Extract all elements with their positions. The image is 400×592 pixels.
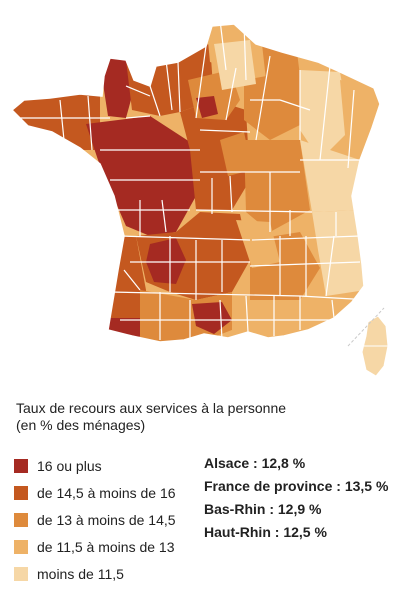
legend-label: 16 ou plus [37,457,102,474]
stat-alsace: Alsace : 12,8 % [204,455,306,471]
legend-swatch [14,458,28,473]
legend-item: de 11,5 à moins de 13 [14,533,176,560]
legend-title: Taux de recours aux services à la person… [16,400,316,434]
legend-label: de 14,5 à moins de 16 [37,484,176,501]
stat-bas-rhin: Bas-Rhin : 12,9 % [204,501,322,517]
legend-title-line2: (en % des ménages) [16,417,146,433]
legend: 16 ou plus de 14,5 à moins de 16 de 13 à… [14,452,176,587]
legend-swatch [14,566,28,581]
legend-swatch [14,485,28,500]
stats-block: Alsace : 12,8 % France de province : 13,… [204,453,388,545]
legend-item: moins de 11,5 [14,560,176,587]
legend-label: de 11,5 à moins de 13 [37,538,175,555]
corsica [361,315,389,377]
legend-label: moins de 11,5 [37,565,124,582]
legend-item: de 14,5 à moins de 16 [14,479,176,506]
france-map [11,23,389,377]
inset-separator [347,307,385,347]
legend-swatch [14,539,28,554]
stat-france-province: France de province : 13,5 % [204,478,389,494]
stat-haut-rhin: Haut-Rhin : 12,5 % [204,524,327,540]
legend-title-line1: Taux de recours aux services à la person… [16,400,287,416]
legend-label: de 13 à moins de 14,5 [37,511,176,528]
legend-item: 16 ou plus [14,452,176,479]
legend-item: de 13 à moins de 14,5 [14,506,176,533]
legend-swatch [14,512,28,527]
